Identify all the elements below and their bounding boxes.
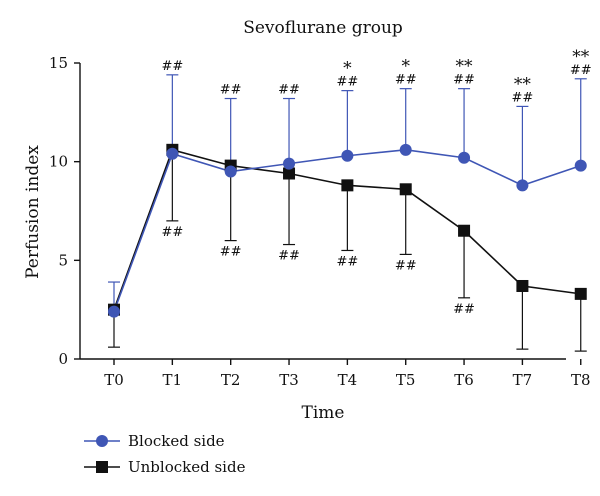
x-tick-label: T8 <box>571 371 591 389</box>
blocked-point <box>283 157 296 170</box>
x-tick-label: T3 <box>279 371 299 389</box>
legend-unblocked-label: Unblocked side <box>128 458 246 476</box>
unblocked-point <box>458 224 471 237</box>
upper-significance-star: * <box>401 57 410 77</box>
legend-blocked-label: Blocked side <box>128 432 225 450</box>
blocked-point <box>574 159 587 172</box>
unblocked-point <box>574 287 587 300</box>
upper-significance-hash: ## <box>395 73 417 88</box>
lower-significance-hash: ## <box>453 302 475 317</box>
unblocked-point <box>516 279 529 292</box>
unblocked-point <box>341 179 354 192</box>
legend-unblocked-marker <box>96 461 108 473</box>
upper-significance-hash: ## <box>512 90 534 105</box>
unblocked-point <box>399 183 412 196</box>
x-axis-label: Time <box>302 403 345 423</box>
lower-significance-hash: ## <box>278 249 300 264</box>
upper-significance-hash: ## <box>161 59 183 74</box>
chart-title: Sevoflurane group <box>243 18 403 38</box>
x-tick-label: T6 <box>454 371 474 389</box>
upper-significance-star: * <box>343 59 352 79</box>
legend: Blocked side Unblocked side <box>84 432 246 476</box>
y-tick-label: 15 <box>49 54 68 72</box>
upper-significance-star: ** <box>572 47 590 67</box>
blocked-point <box>341 149 354 162</box>
lower-significance-hash: ## <box>220 245 242 260</box>
x-tick-label: T7 <box>513 371 533 389</box>
upper-significance-hash: ## <box>336 75 358 90</box>
y-axis-label: Perfusion index <box>23 145 43 279</box>
x-tick-label: T1 <box>163 371 183 389</box>
blocked-point <box>458 151 471 164</box>
y-tick-label: 5 <box>58 251 68 269</box>
blocked-point <box>516 179 529 192</box>
x-tick-label: T0 <box>104 371 124 389</box>
legend-blocked-marker <box>96 435 108 447</box>
x-tick-label: T2 <box>221 371 241 389</box>
blocked-point <box>224 165 237 178</box>
plot-area: 0 5 10 15 T0 T1 T2 T3 T4 T5 T6 T7 T8 ## ## ## ## ## ## ## ##… <box>49 47 592 389</box>
upper-significance-hash: ## <box>278 83 300 98</box>
upper-significance-hash: ## <box>453 73 475 88</box>
upper-significance-star: ** <box>514 74 532 94</box>
upper-significance-hash: ## <box>570 63 592 78</box>
blocked-point <box>166 147 179 160</box>
lower-significance-hash: ## <box>395 258 417 273</box>
upper-significance-star: ** <box>456 57 474 77</box>
blocked-point <box>108 305 120 318</box>
y-tick-label: 10 <box>49 153 68 171</box>
y-tick-label: 0 <box>58 350 68 368</box>
upper-significance-hash: ## <box>220 83 242 98</box>
lower-significance-hash: ## <box>161 225 183 240</box>
x-tick-label: T5 <box>396 371 416 389</box>
x-tick-label: T4 <box>338 371 358 389</box>
lower-significance-hash: ## <box>336 254 358 269</box>
unblocked-point <box>283 167 296 180</box>
blocked-point <box>399 143 412 156</box>
